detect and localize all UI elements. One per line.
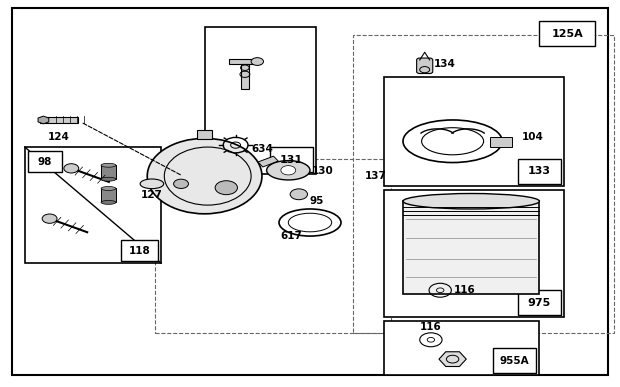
Circle shape — [174, 179, 188, 188]
FancyArrow shape — [258, 156, 278, 167]
Ellipse shape — [101, 200, 116, 204]
Text: 975: 975 — [528, 298, 551, 308]
Text: 125A: 125A — [551, 29, 583, 39]
Text: 130: 130 — [312, 166, 334, 176]
Text: 116: 116 — [454, 285, 476, 295]
Ellipse shape — [101, 187, 116, 190]
Ellipse shape — [101, 177, 116, 181]
Ellipse shape — [148, 138, 262, 214]
Bar — [241, 64, 249, 89]
Text: 104: 104 — [522, 132, 544, 142]
Circle shape — [64, 164, 79, 173]
Bar — [270, 147, 313, 172]
Text: 127: 127 — [141, 190, 163, 200]
Text: 955A: 955A — [500, 356, 529, 366]
Bar — [518, 159, 561, 184]
Bar — [205, 27, 316, 174]
Ellipse shape — [101, 163, 116, 167]
Bar — [101, 188, 116, 202]
Circle shape — [251, 58, 264, 65]
Text: 617: 617 — [280, 231, 303, 241]
Text: 116: 116 — [420, 322, 442, 332]
Bar — [384, 77, 564, 186]
Bar — [40, 117, 78, 123]
Ellipse shape — [403, 194, 539, 209]
Circle shape — [42, 214, 57, 223]
Text: 634: 634 — [251, 144, 273, 154]
Bar — [403, 201, 539, 294]
Circle shape — [215, 181, 237, 195]
Ellipse shape — [140, 179, 164, 188]
Text: 98: 98 — [38, 157, 52, 166]
Text: 124: 124 — [48, 132, 70, 142]
Bar — [353, 35, 614, 333]
Ellipse shape — [267, 161, 310, 180]
Bar — [518, 290, 561, 315]
Ellipse shape — [403, 120, 502, 163]
Bar — [155, 159, 391, 333]
Bar — [28, 151, 62, 172]
Bar — [121, 240, 158, 261]
Bar — [539, 21, 595, 46]
Circle shape — [290, 189, 308, 200]
Circle shape — [281, 166, 296, 175]
Text: 137: 137 — [365, 171, 386, 181]
Bar — [384, 190, 564, 317]
Text: 133: 133 — [528, 166, 551, 176]
Bar — [229, 59, 260, 64]
Bar — [25, 147, 161, 263]
Bar — [493, 348, 536, 373]
Text: 131: 131 — [280, 155, 303, 164]
Bar — [101, 165, 116, 179]
Bar — [197, 130, 212, 139]
Text: 118: 118 — [128, 246, 151, 255]
Bar — [490, 137, 511, 147]
Text: 95: 95 — [310, 196, 324, 206]
FancyBboxPatch shape — [417, 58, 433, 74]
Bar — [384, 321, 539, 375]
Text: 134: 134 — [434, 59, 456, 69]
